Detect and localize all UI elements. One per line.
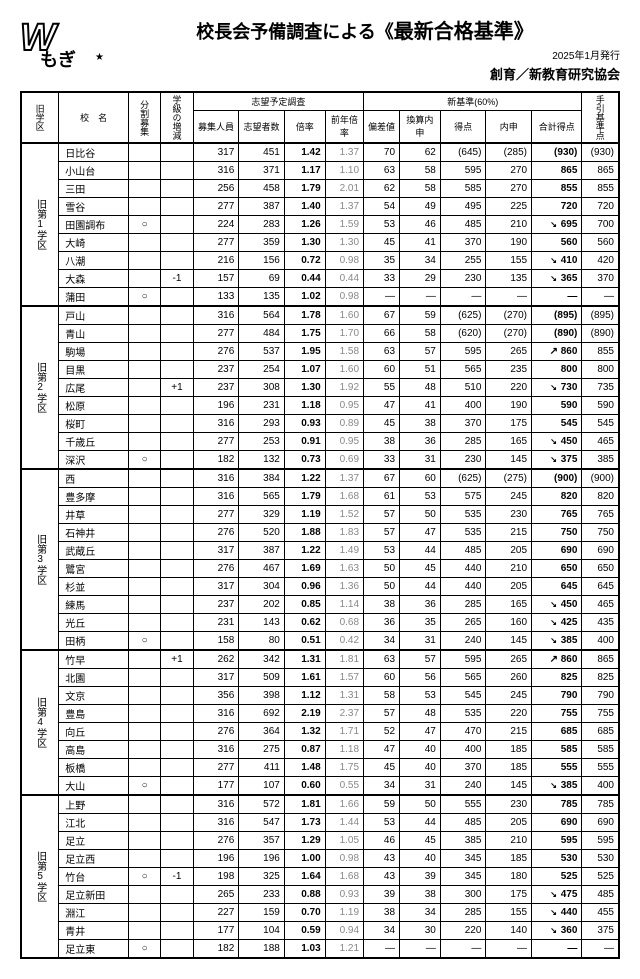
table-row: 淵江2271590.701.193834285155 440455 (21, 904, 619, 922)
table-row: 旧第4学区竹早+12623421.311.816357595265↗ 86086… (21, 650, 619, 669)
table-row: 駒場2765371.951.586357595265↗ 860855 (21, 343, 619, 361)
table-row: 大森-1157690.440.443329230135 365370 (21, 270, 619, 288)
table-row: 青山2774841.751.706658(620)(270)(890)(890) (21, 325, 619, 343)
table-row: 豊島3166922.192.375748535220755755 (21, 705, 619, 723)
table-row: 文京3563981.121.315853545245790790 (21, 687, 619, 705)
table-row: 足立新田2652330.880.933938300175 475485 (21, 886, 619, 904)
table-row: 旧第2学区戸山3165641.781.606759(625)(270)(895)… (21, 306, 619, 325)
table-row: 目黒2372541.071.606051565235800800 (21, 361, 619, 379)
table-row: 鷺宮2764671.691.635045440210650650 (21, 560, 619, 578)
publisher: 創育／新教育研究協会 (110, 64, 620, 83)
page-title: 校長会予備調査による《最新合格基準》 (110, 15, 620, 44)
table-row: 大山○1771070.600.553431240145 385400 (21, 777, 619, 796)
table-row: 小山台3163711.171.106358595270865865 (21, 162, 619, 180)
table-row: 蒲田○1331351.020.98—————— (21, 288, 619, 307)
table-row: 千歳丘2772530.910.953836285165 450465 (21, 433, 619, 451)
table-row: 足立西1961961.000.984340345185530530 (21, 850, 619, 868)
table-row: 江北3165471.731.445344485205690690 (21, 814, 619, 832)
table-row: 向丘2763641.321.715247470215685685 (21, 723, 619, 741)
table-row: 石神井2765201.881.835747535215750750 (21, 524, 619, 542)
table-row: 武蔵丘3173871.221.495344485205690690 (21, 542, 619, 560)
table-row: 足立2763571.291.054645385210595595 (21, 832, 619, 850)
table-row: 田園調布○2242831.261.595346485210 695700 (21, 216, 619, 234)
table-row: 杉並3173040.961.365044440205645645 (21, 578, 619, 596)
table-row: 北園3175091.611.576056565260825825 (21, 669, 619, 687)
table-row: 三田2564581.792.016258585270855855 (21, 180, 619, 198)
table-row: 高島3162750.871.184740400185585585 (21, 741, 619, 759)
table-row: 練馬2372020.851.143836285165 450465 (21, 596, 619, 614)
table-row: 旧第3学区西3163841.221.376760(625)(275)(900)(… (21, 469, 619, 488)
table-row: 旧第5学区上野3165721.811.665950555230785785 (21, 795, 619, 814)
table-row: 大崎2773591.301.304541370190560560 (21, 234, 619, 252)
table-row: 田柄○158800.510.423431240145 385400 (21, 632, 619, 651)
table-row: 広尾+12373081.301.925548510220 730735 (21, 379, 619, 397)
logo: W もぎ ★ (20, 22, 110, 77)
table-row: 光丘2311430.620.683635265160 425435 (21, 614, 619, 632)
table-row: 板橋2774111.481.754540370185555555 (21, 759, 619, 777)
table-row: 足立東○1821881.031.21—————— (21, 940, 619, 959)
table-row: 桜町3162930.930.894538370175545545 (21, 415, 619, 433)
table-row: 青井1771040.590.943430220140 360375 (21, 922, 619, 940)
table-row: 雪谷2773871.401.375449495225720720 (21, 198, 619, 216)
table-row: 八潮2161560.720.983534255155 410420 (21, 252, 619, 270)
issue-date: 2025年1月発行 (110, 47, 620, 62)
table-row: 旧第1学区日比谷3174511.421.377062(645)(285)(930… (21, 143, 619, 162)
table-row: 松原1962311.180.954741400190590590 (21, 397, 619, 415)
table-row: 豊多摩3165651.791.686153575245820820 (21, 488, 619, 506)
table-row: 深沢○1821320.730.693331230145 375385 (21, 451, 619, 470)
table-row: 竹台○-11983251.641.684339345180525525 (21, 868, 619, 886)
data-table: 旧学区 校 名 分割募集 学級の増減 志望予定調査 新基準(60%) 手引基準点… (20, 91, 620, 959)
table-row: 井草2773291.191.525750535230765765 (21, 506, 619, 524)
